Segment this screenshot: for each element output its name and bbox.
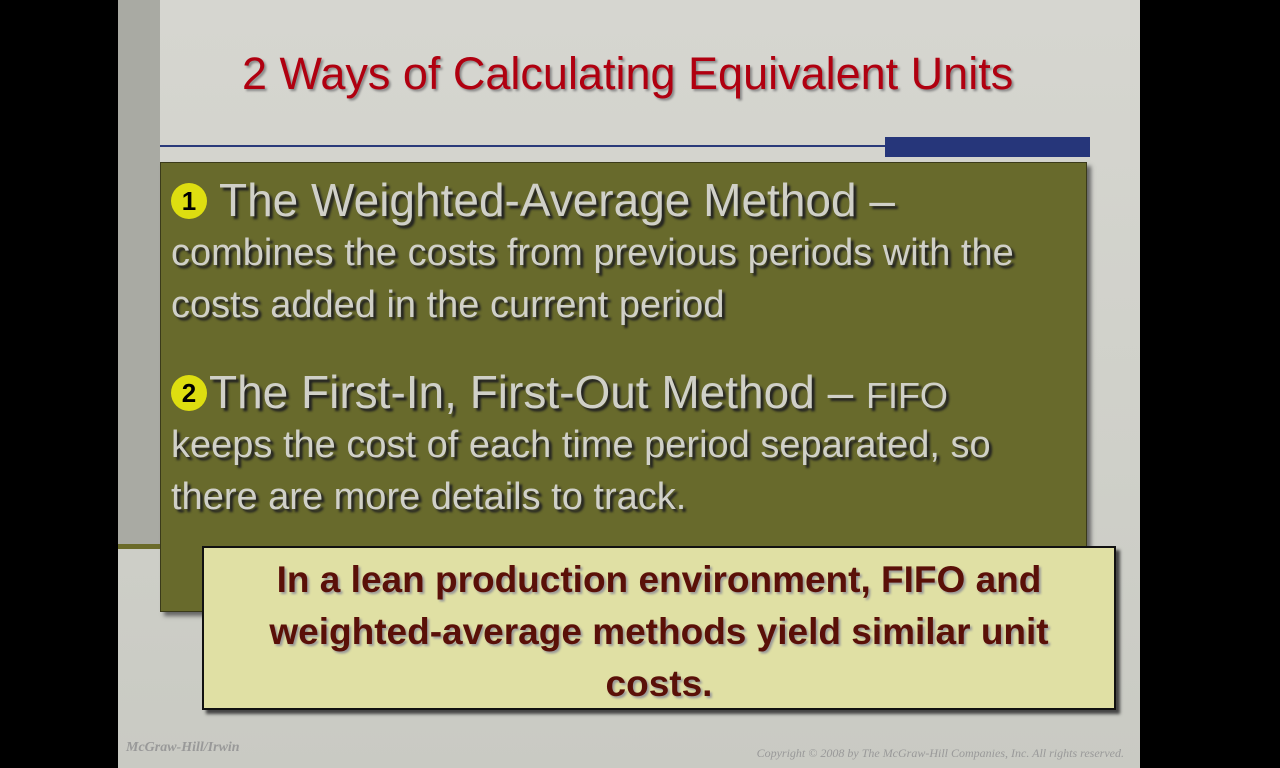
footer-right: Copyright © 2008 by The McGraw-Hill Comp… bbox=[756, 746, 1124, 760]
content-box: 1 The Weighted-Average Method – combines … bbox=[160, 162, 1087, 612]
item-body: combines the costs from previous periods… bbox=[171, 232, 1014, 326]
side-stripe-accent bbox=[118, 544, 160, 549]
item-number: 1 bbox=[171, 183, 207, 219]
item: 2 The First-In, First-Out Method – FIFO k… bbox=[171, 365, 1071, 523]
callout: In a lean production environment, FIFO a… bbox=[202, 546, 1116, 710]
item-body: keeps the cost of each time period separ… bbox=[171, 424, 991, 518]
footer-left: McGraw-Hill/Irwin bbox=[126, 740, 240, 755]
item-heading: The Weighted-Average Method – bbox=[219, 174, 895, 226]
title-accent bbox=[885, 137, 1090, 157]
slide-title: 2 Ways of Calculating Equivalent Units bbox=[242, 48, 1014, 99]
side-stripe bbox=[118, 0, 160, 548]
item: 1 The Weighted-Average Method – combines … bbox=[171, 173, 1071, 331]
item-heading: The First-In, First-Out Method – bbox=[209, 366, 854, 418]
item-number: 2 bbox=[171, 375, 207, 411]
title-rule bbox=[160, 145, 885, 147]
slide: 2 Ways of Calculating Equivalent Units 1… bbox=[118, 0, 1140, 768]
item-tag: FIFO bbox=[865, 375, 948, 416]
